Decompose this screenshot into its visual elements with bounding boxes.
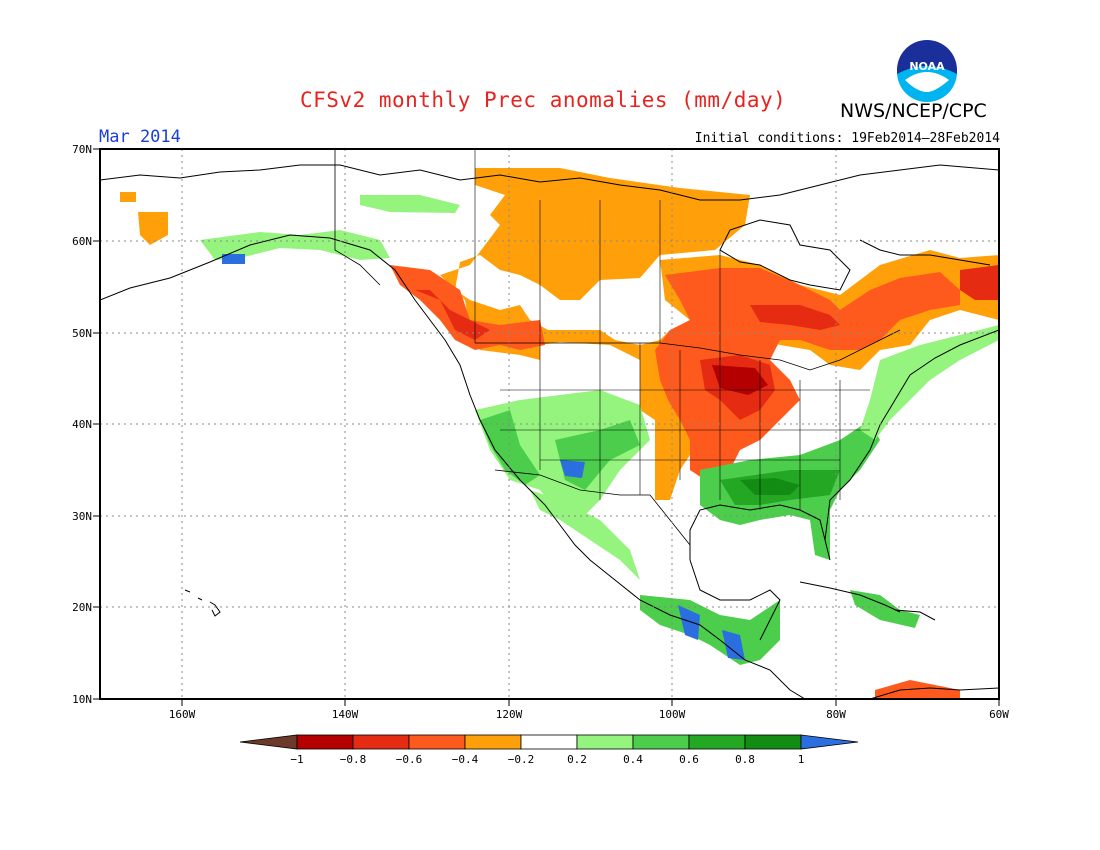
agency-label: NWS/NCEP/CPC (840, 100, 987, 122)
lat-label: 70N (72, 143, 92, 156)
lat-label: 20N (72, 601, 92, 614)
gulf-coast (689, 329, 999, 561)
us-mexico-border (494, 469, 691, 546)
legend-label: −0.8 (340, 753, 367, 766)
northeast-wet-region (860, 325, 999, 440)
southeast-wet-deep (740, 478, 800, 495)
legend-swatch (352, 734, 410, 750)
political-boundaries (334, 149, 901, 546)
legend-arrow-low (239, 734, 298, 750)
map-title: CFSv2 monthly Prec anomalies (mm/day) (300, 88, 787, 112)
pacific-nw-dry (390, 265, 545, 350)
south-america-coast (869, 687, 999, 699)
north-america-coast (100, 234, 806, 699)
legend-swatch (576, 734, 634, 750)
southwest-wet-core (480, 410, 540, 485)
arizona-blue-spot (560, 460, 585, 478)
alaska-dry-spot (138, 212, 168, 245)
anomaly-fields (120, 168, 999, 699)
color-legend: −1 −0.8 −0.6 −0.4 −0.2 0.2 0.4 0.6 0.8 1 (239, 734, 859, 766)
arctic-wet-strip (360, 195, 460, 213)
legend-swatch (520, 734, 578, 750)
lon-label: 120W (496, 708, 523, 721)
noaa-logo: NOAA (895, 40, 959, 104)
central-america-blue-1 (678, 605, 700, 640)
pacific-nw-core (415, 290, 490, 340)
alaska-border (334, 149, 381, 286)
legend-label: −0.4 (452, 753, 479, 766)
graticule (100, 149, 999, 699)
lat-label: 60N (72, 235, 92, 248)
lon-label: 60W (989, 708, 1009, 721)
labrador-coast (859, 239, 991, 266)
legend-label: 0.2 (567, 753, 587, 766)
initial-conditions: Initial conditions: 19Feb2014–28Feb2014 (694, 131, 1000, 146)
dark-red-core-2 (750, 305, 840, 330)
latitude-labels: 70N 60N 50N 40N 30N 20N 10N (72, 143, 92, 706)
east-canada-red (960, 265, 999, 300)
legend-swatch (296, 734, 354, 750)
lat-label: 50N (72, 327, 92, 340)
lat-label: 40N (72, 418, 92, 431)
great-lakes-wet-deficit (655, 268, 960, 480)
noaa-logo-text: NOAA (909, 60, 945, 73)
legend-swatch (408, 734, 466, 750)
alaska-wet-strip (200, 230, 390, 260)
alaska-blue-spot (222, 254, 245, 264)
legend-label: −0.2 (508, 753, 535, 766)
yucatan-coast (689, 559, 781, 641)
lon-label: 140W (332, 708, 359, 721)
legend-label: −0.6 (396, 753, 423, 766)
lat-label: 30N (72, 510, 92, 523)
hawaii-islands (184, 589, 221, 617)
legend-swatch (632, 734, 690, 750)
dark-red-core-3 (712, 365, 768, 395)
legend-swatch (688, 734, 746, 750)
legend-label: 0.4 (623, 753, 643, 766)
canada-province-lines (474, 149, 721, 360)
legend-label: 0.8 (735, 753, 755, 766)
legend-label: −1 (290, 753, 303, 766)
lon-label: 160W (169, 708, 196, 721)
alaska-dry-spot-2 (120, 192, 136, 202)
coastlines (100, 164, 999, 699)
lon-label: 100W (659, 708, 686, 721)
state-lines (500, 343, 870, 510)
central-america-blue-2 (722, 630, 745, 660)
legend-swatch (744, 734, 802, 750)
arctic-coast (100, 164, 999, 201)
us-canada-border (475, 329, 901, 371)
caribbean-dry (875, 680, 960, 699)
axis-ticks (93, 148, 1000, 706)
legend-swatch (464, 734, 522, 750)
longitude-labels: 160W 140W 120W 100W 80W 60W (169, 708, 1010, 721)
lon-label: 80W (826, 708, 846, 721)
hispaniola-coast (894, 609, 936, 621)
legend-label: 0.6 (679, 753, 699, 766)
lat-label: 10N (72, 693, 92, 706)
cuba-coast (799, 581, 901, 613)
hudson-bay (719, 219, 851, 291)
mexico-wet-region (530, 490, 640, 580)
caribbean-wet (850, 590, 920, 628)
legend-label: 1 (798, 753, 805, 766)
central-america-wet (640, 595, 780, 665)
forecast-month: Mar 2014 (99, 127, 181, 147)
legend-arrow-high (800, 734, 859, 750)
